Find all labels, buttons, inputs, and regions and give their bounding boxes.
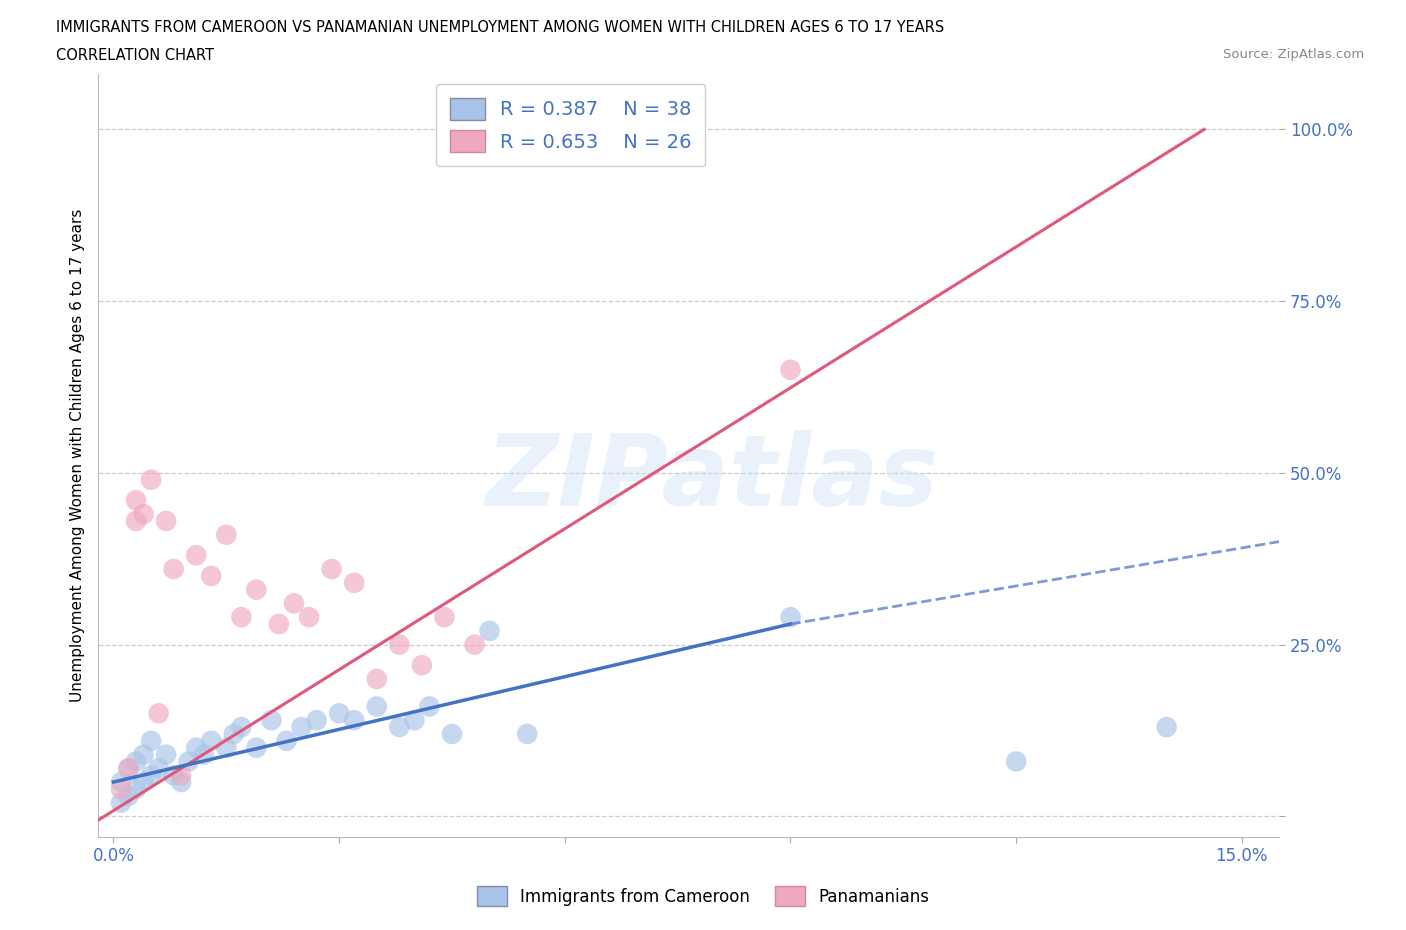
Point — [132, 507, 155, 522]
Point — [193, 747, 215, 762]
Point — [245, 582, 267, 597]
Point — [155, 513, 177, 528]
Point — [222, 726, 245, 741]
Point — [343, 576, 366, 591]
Point — [1156, 720, 1178, 735]
Point — [117, 761, 139, 776]
Point — [170, 768, 193, 783]
Point — [215, 740, 238, 755]
Point — [516, 726, 538, 741]
Point — [110, 795, 132, 810]
Point — [200, 734, 222, 749]
Point — [366, 671, 388, 686]
Point — [125, 513, 148, 528]
Point — [779, 363, 801, 378]
Text: IMMIGRANTS FROM CAMEROON VS PANAMANIAN UNEMPLOYMENT AMONG WOMEN WITH CHILDREN AG: IMMIGRANTS FROM CAMEROON VS PANAMANIAN U… — [56, 20, 945, 35]
Point — [117, 761, 139, 776]
Point — [186, 740, 208, 755]
Point — [110, 781, 132, 796]
Point — [139, 472, 162, 487]
Point — [125, 781, 148, 796]
Point — [125, 754, 148, 769]
Point — [276, 734, 298, 749]
Text: Source: ZipAtlas.com: Source: ZipAtlas.com — [1223, 48, 1364, 61]
Point — [125, 493, 148, 508]
Point — [170, 775, 193, 790]
Point — [139, 734, 162, 749]
Point — [260, 712, 283, 727]
Point — [321, 562, 343, 577]
Point — [155, 747, 177, 762]
Point — [231, 720, 253, 735]
Text: ZIPatlas: ZIPatlas — [486, 430, 939, 527]
Text: CORRELATION CHART: CORRELATION CHART — [56, 48, 214, 63]
Point — [200, 568, 222, 583]
Point — [418, 699, 440, 714]
Point — [231, 610, 253, 625]
Point — [148, 761, 170, 776]
Point — [388, 637, 411, 652]
Point — [290, 720, 312, 735]
Point — [779, 610, 801, 625]
Point — [404, 712, 426, 727]
Point — [305, 712, 328, 727]
Point — [411, 658, 433, 672]
Legend: R = 0.387    N = 38, R = 0.653    N = 26: R = 0.387 N = 38, R = 0.653 N = 26 — [436, 84, 706, 166]
Legend: Immigrants from Cameroon, Panamanians: Immigrants from Cameroon, Panamanians — [470, 880, 936, 912]
Point — [117, 789, 139, 804]
Point — [148, 706, 170, 721]
Point — [186, 548, 208, 563]
Point — [245, 740, 267, 755]
Point — [132, 747, 155, 762]
Point — [267, 617, 290, 631]
Point — [177, 754, 200, 769]
Point — [464, 637, 486, 652]
Point — [478, 623, 501, 638]
Point — [283, 596, 305, 611]
Point — [1005, 754, 1028, 769]
Point — [132, 775, 155, 790]
Point — [440, 726, 463, 741]
Point — [366, 699, 388, 714]
Point — [163, 562, 186, 577]
Point — [110, 775, 132, 790]
Point — [298, 610, 321, 625]
Point — [388, 720, 411, 735]
Point — [328, 706, 350, 721]
Y-axis label: Unemployment Among Women with Children Ages 6 to 17 years: Unemployment Among Women with Children A… — [69, 209, 84, 702]
Point — [163, 768, 186, 783]
Point — [215, 527, 238, 542]
Point — [343, 712, 366, 727]
Point — [139, 768, 162, 783]
Point — [433, 610, 456, 625]
